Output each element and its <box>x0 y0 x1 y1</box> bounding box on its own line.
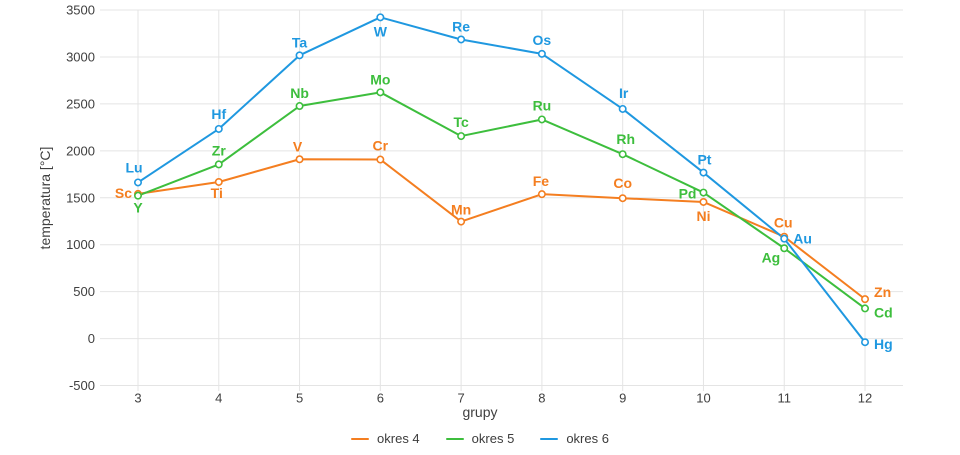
data-point-Lu <box>134 178 143 187</box>
legend-item-okres-4: okres 4 <box>351 431 420 446</box>
x-tick-label: 4 <box>215 391 222 406</box>
point-label-Fe: Fe <box>533 173 550 189</box>
point-label-Tc: Tc <box>453 114 469 130</box>
point-label-Zr: Zr <box>212 142 227 158</box>
legend-swatch-okres-5 <box>445 437 464 440</box>
x-tick-label: 3 <box>134 391 141 406</box>
y-tick-label: 3000 <box>66 49 95 64</box>
point-label-Co: Co <box>613 175 632 191</box>
series-line-okres-6 <box>137 16 867 344</box>
data-point-Ag <box>780 244 789 253</box>
point-label-Y: Y <box>133 200 143 216</box>
point-label-Mn: Mn <box>451 202 471 218</box>
legend-label: okres 5 <box>471 431 515 446</box>
point-label-V: V <box>293 138 303 154</box>
point-label-Pd: Pd <box>679 186 697 202</box>
data-point-Y <box>134 191 143 200</box>
y-tick-label: 1500 <box>66 190 95 205</box>
point-label-Zn: Zn <box>874 284 891 300</box>
y-tick-label: 3500 <box>66 3 95 18</box>
x-tick-label: 10 <box>696 391 710 406</box>
data-point-W <box>376 13 385 22</box>
data-point-Re <box>457 35 466 44</box>
data-point-Rh <box>618 150 627 159</box>
point-label-Cd: Cd <box>874 304 893 320</box>
data-point-Ru <box>537 115 546 124</box>
point-label-Au: Au <box>793 231 812 247</box>
y-tick-label: 2500 <box>66 96 95 111</box>
legend-item-okres-5: okres 5 <box>445 431 515 446</box>
legend: okres 4 okres 5 okres 6 <box>0 431 960 446</box>
point-label-Ru: Ru <box>533 97 552 113</box>
data-point-V <box>295 155 304 164</box>
data-point-Ti <box>214 177 223 186</box>
x-tick-label: 8 <box>538 391 545 406</box>
point-label-Lu: Lu <box>125 159 142 175</box>
point-label-Hf: Hf <box>211 106 226 122</box>
data-point-Pt <box>699 168 708 177</box>
data-point-Ni <box>699 197 708 206</box>
legend-label: okres 4 <box>377 431 420 446</box>
legend-label: okres 6 <box>566 431 609 446</box>
x-axis-title: grupy <box>462 404 498 420</box>
data-point-Ir <box>618 104 627 113</box>
data-point-Ta <box>295 51 304 60</box>
point-label-Sc: Sc <box>115 185 132 201</box>
data-point-Zr <box>214 160 223 169</box>
point-label-Ag: Ag <box>762 249 781 265</box>
data-point-Nb <box>295 102 304 111</box>
point-label-Hg: Hg <box>874 336 893 352</box>
data-point-Cd <box>861 304 870 313</box>
data-point-Pd <box>699 188 708 197</box>
data-point-Os <box>537 49 546 58</box>
series-line-okres-5 <box>137 91 867 310</box>
y-tick-label: 2000 <box>66 143 95 158</box>
point-label-Re: Re <box>452 18 470 34</box>
x-tick-label: 7 <box>458 391 465 406</box>
x-tick-label: 5 <box>296 391 303 406</box>
data-point-Mn <box>457 217 466 226</box>
point-label-Rh: Rh <box>616 131 635 147</box>
point-label-Mo: Mo <box>370 71 390 87</box>
y-tick-label: 500 <box>73 284 95 299</box>
x-tick-label: 12 <box>858 391 872 406</box>
legend-swatch-okres-4 <box>351 437 370 440</box>
point-label-W: W <box>374 23 388 39</box>
data-point-Tc <box>457 132 466 141</box>
data-point-Hf <box>214 124 223 133</box>
point-label-Os: Os <box>533 32 552 48</box>
x-tick-label: 11 <box>777 391 791 406</box>
legend-swatch-okres-6 <box>540 437 559 440</box>
data-point-Mo <box>376 88 385 97</box>
point-label-Ni: Ni <box>696 208 710 224</box>
x-tick-label: 9 <box>619 391 626 406</box>
data-point-Fe <box>537 190 546 199</box>
point-label-Cr: Cr <box>373 138 389 154</box>
data-point-Zn <box>861 295 870 304</box>
y-tick-label: 1000 <box>66 237 95 252</box>
point-label-Nb: Nb <box>290 85 309 101</box>
legend-item-okres-6: okres 6 <box>540 431 609 446</box>
y-tick-label: -500 <box>69 378 95 393</box>
x-tick-label: 6 <box>377 391 384 406</box>
data-point-Cr <box>376 155 385 164</box>
point-label-Pt: Pt <box>697 152 711 168</box>
point-label-Ti: Ti <box>211 185 223 201</box>
data-point-Hg <box>861 338 870 347</box>
y-tick-label: 0 <box>88 331 95 346</box>
data-point-Co <box>618 194 627 203</box>
point-label-Ta: Ta <box>292 34 308 50</box>
point-label-Ir: Ir <box>619 85 629 101</box>
data-point-Au <box>780 234 789 243</box>
point-label-Cu: Cu <box>774 215 793 231</box>
y-axis-title: temperatura [°C] <box>37 146 53 250</box>
